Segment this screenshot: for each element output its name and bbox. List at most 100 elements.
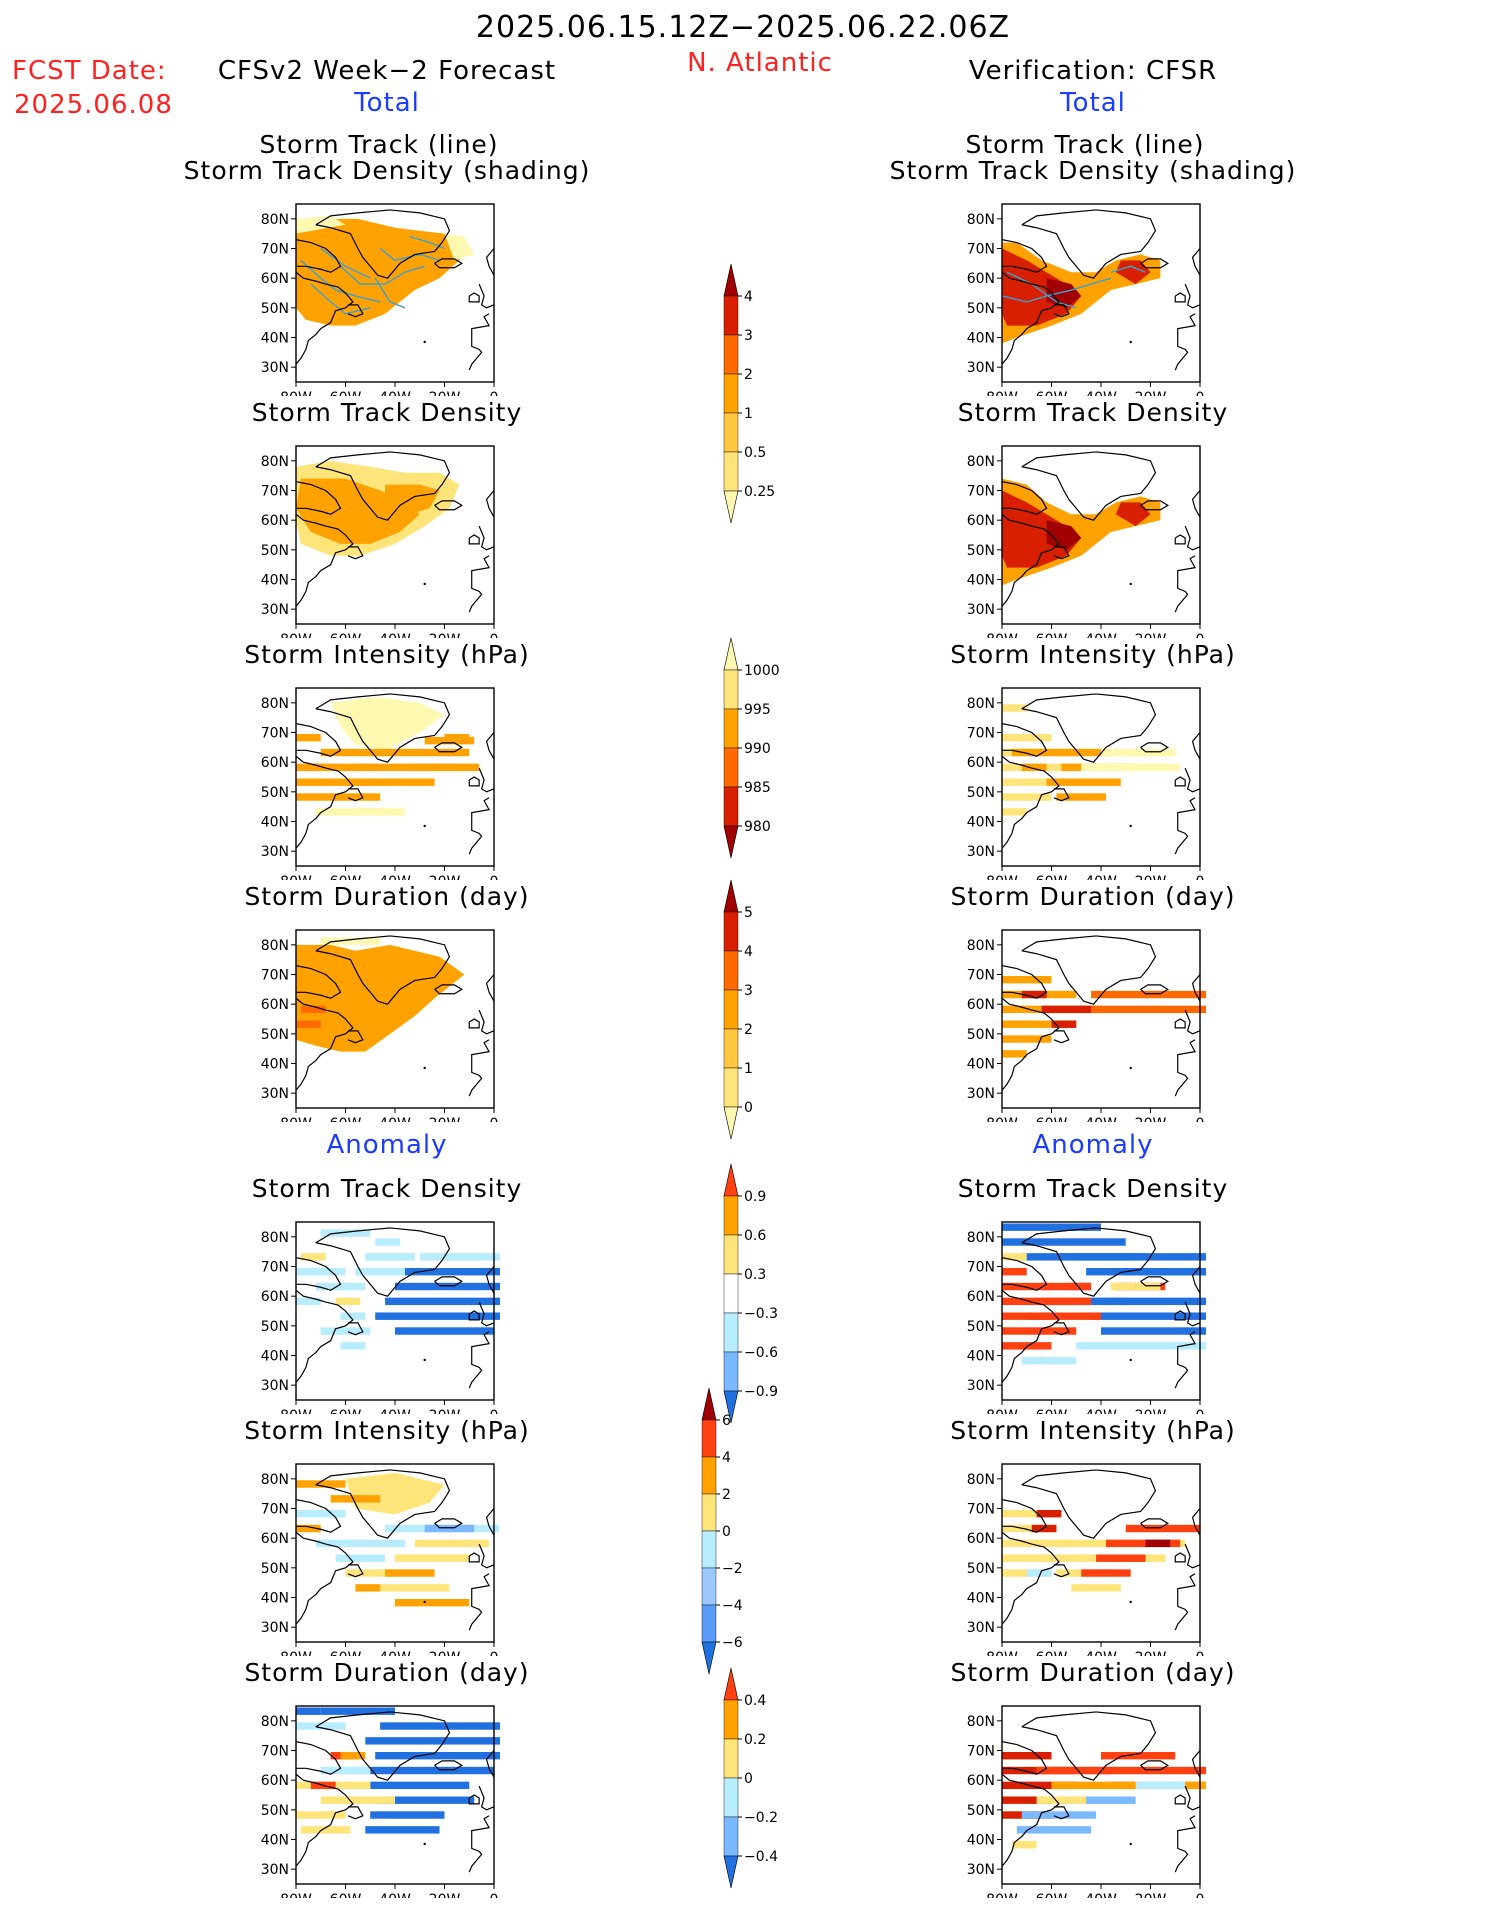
lat-label: 60N <box>967 755 995 771</box>
coastline-baffin <box>1001 1499 1048 1533</box>
grid-cell <box>1081 763 1181 772</box>
lon-label: 60W <box>1036 1892 1068 1898</box>
lat-label: 50N <box>967 543 995 559</box>
grid-cell <box>300 1253 326 1261</box>
grid-cell <box>424 1524 475 1533</box>
grid-cell <box>395 1554 470 1562</box>
grid-cell <box>1051 1020 1077 1028</box>
grid-cell <box>1002 1327 1077 1335</box>
lat-label: 70N <box>261 242 289 258</box>
colorbar-label: 4 <box>722 1450 731 1466</box>
colorbar-label: 0.4 <box>744 1693 766 1709</box>
left-anom-intensity-title: Storm Intensity (hPa) <box>244 1416 530 1445</box>
lat-label: 80N <box>261 696 289 712</box>
lon-label: 40W <box>1085 1116 1117 1122</box>
coastline-britain <box>478 283 495 309</box>
lon-label: 20W <box>1135 1116 1167 1122</box>
grid-cell <box>414 1539 490 1548</box>
lon-label: 60W <box>330 1116 362 1122</box>
grid-cell <box>1002 1751 1052 1760</box>
grid-cell <box>395 1282 500 1291</box>
lon-label: 20W <box>429 1892 461 1898</box>
azores-dot <box>423 1358 426 1362</box>
lat-label: 60N <box>261 755 289 771</box>
lon-label: 40W <box>1085 1650 1117 1656</box>
grid-cell <box>320 748 346 757</box>
colorbar-arrow-top <box>723 263 739 297</box>
colorbar-density-total: 4 3 2 1 0.5 0.25 <box>723 263 775 524</box>
colorbar-segment <box>723 1777 739 1818</box>
lon-label: 60W <box>1036 874 1068 880</box>
shading-region <box>296 242 381 308</box>
grid-cell <box>1145 1539 1171 1548</box>
grid-cell <box>296 1020 321 1028</box>
map-forecast-anom-intensity: 80N 70N 60N 50N 40N 30N 80W 60W 40W 20W 0 <box>261 1463 499 1656</box>
lon-label: 20W <box>429 632 461 638</box>
lat-label: 80N <box>261 938 289 954</box>
left-anomaly-label: Anomaly <box>326 1130 448 1160</box>
lon-label: 40W <box>1085 632 1117 638</box>
colorbar-arrow-bottom <box>723 1106 739 1140</box>
azores-dot <box>423 1066 426 1070</box>
lon-label: 20W <box>1135 1892 1167 1898</box>
coastline-ireland <box>468 1310 480 1321</box>
lon-label: 0 <box>490 1650 499 1656</box>
grid-cell <box>300 1826 351 1834</box>
colorbar-label: 0.6 <box>744 1228 766 1244</box>
lat-label: 40N <box>261 1591 289 1607</box>
lat-label: 40N <box>261 1057 289 1073</box>
colorbar-segment <box>723 950 739 991</box>
coastline-iceland <box>1140 1276 1169 1287</box>
grid-cell <box>296 733 321 742</box>
coastline-iceland <box>1140 1760 1169 1771</box>
lat-label: 40N <box>967 1833 995 1849</box>
coastline-newfoundland <box>1053 1806 1070 1820</box>
coastline-newfoundland <box>347 1322 364 1336</box>
colorbar-label: −0.3 <box>744 1306 778 1322</box>
lat-label: 80N <box>967 1472 995 1488</box>
colorbar-label: −2 <box>722 1561 743 1577</box>
coastline-europe-africa <box>1174 555 1196 613</box>
grid-cell <box>1041 1297 1092 1306</box>
colorbar-segment <box>701 1530 717 1569</box>
grid-cell <box>1002 1509 1052 1518</box>
coastline-north-america <box>1001 1289 1060 1383</box>
lat-label: 50N <box>261 1561 289 1577</box>
grid-cell <box>1002 793 1052 801</box>
lat-label: 50N <box>261 1319 289 1335</box>
map-verif-anom-density: 80N 70N 60N 50N 40N 30N 80W 60W 40W 20W 0 <box>967 1221 1206 1414</box>
grid-cell <box>315 808 391 816</box>
lat-label: 40N <box>967 1591 995 1607</box>
coastline-ireland <box>468 1552 480 1563</box>
grid-cell <box>1046 778 1121 786</box>
colorbar-label: 6 <box>722 1413 731 1429</box>
colorbar-label: 0 <box>744 1771 753 1787</box>
right-anom-intensity-title: Storm Intensity (hPa) <box>950 1416 1236 1445</box>
grid-cell <box>1002 1342 1052 1350</box>
lat-label: 50N <box>967 301 995 317</box>
grid-cell <box>1096 1554 1146 1562</box>
coastline-newfoundland <box>1053 546 1070 560</box>
grid-cell <box>1021 1356 1072 1365</box>
grid-cell <box>335 1297 361 1306</box>
colorbar-segment <box>723 989 739 1030</box>
coastline-baffin <box>295 481 342 515</box>
lat-label: 60N <box>261 1289 289 1305</box>
colorbar-label: 0.25 <box>744 484 775 500</box>
colorbar-segment <box>723 669 739 710</box>
lat-label: 70N <box>967 242 995 258</box>
map-forecast-anom-density: 80N 70N 60N 50N 40N 30N 80W 60W 40W 20W 0 <box>261 1221 500 1414</box>
colorbar-label: −0.4 <box>744 1849 778 1865</box>
colorbar-arrow-bottom <box>701 1641 717 1675</box>
grid-cell <box>385 1569 435 1577</box>
storm-track-line <box>300 259 381 303</box>
lon-label: 40W <box>379 874 411 880</box>
grid-cell <box>1021 763 1047 772</box>
right-anom-duration-title: Storm Duration (day) <box>950 1658 1236 1687</box>
lat-label: 80N <box>261 1472 289 1488</box>
coastline-north-america <box>1001 513 1060 607</box>
grid-cell <box>1002 1781 1077 1790</box>
grid-cell <box>1016 1826 1092 1834</box>
coastline-iceland <box>434 500 463 511</box>
lon-label: 40W <box>1085 1408 1117 1414</box>
